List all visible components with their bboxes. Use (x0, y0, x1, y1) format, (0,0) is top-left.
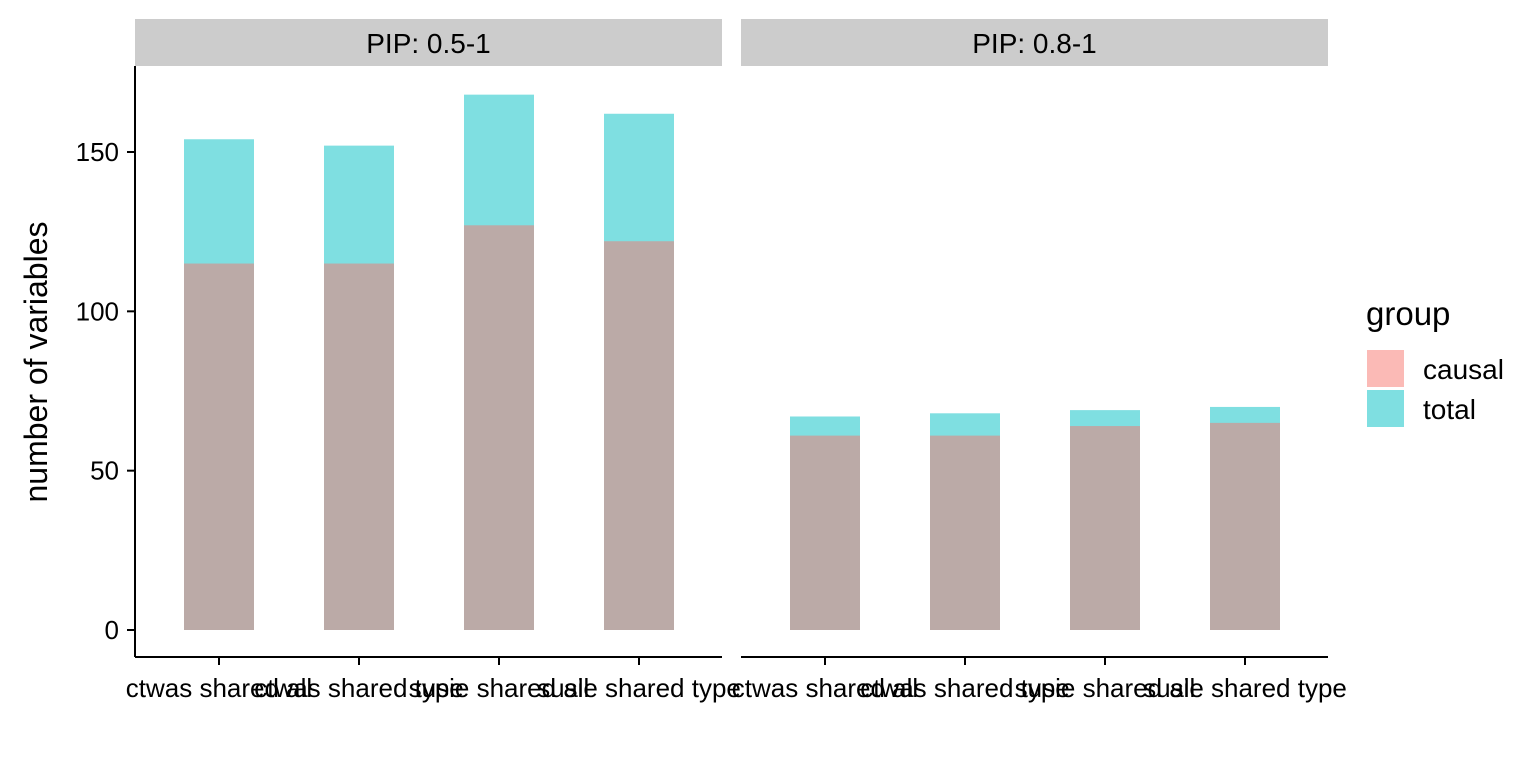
y-axis-label: number of variables (18, 221, 54, 502)
x-tick-label: susie shared all (409, 673, 590, 703)
bar-causal (604, 241, 674, 630)
facet-strip (741, 19, 1328, 66)
y-axis: 0 50 100 150 (76, 66, 136, 657)
bar-causal (790, 435, 860, 630)
y-tick-label: 100 (76, 296, 119, 326)
x-tick-label: ctwas shared type (254, 673, 464, 703)
facet-strip (135, 19, 722, 66)
x-tick-label: susie shared type (1143, 673, 1347, 703)
bar-causal (324, 263, 394, 630)
bar-causal (1070, 426, 1140, 630)
bar-causal (464, 225, 534, 630)
legend-label: total (1423, 394, 1476, 425)
legend: group causal total (1366, 295, 1504, 427)
bar-causal (184, 263, 254, 630)
legend-key-causal (1367, 350, 1404, 387)
y-tick-label: 0 (105, 615, 119, 645)
x-tick-label: ctwas shared all (732, 673, 918, 703)
x-tick-label: ctwas shared all (126, 673, 312, 703)
x-tick-label: susie shared type (537, 673, 741, 703)
facet-strip-label: PIP: 0.8-1 (972, 28, 1097, 59)
legend-key-total (1367, 390, 1404, 427)
x-tick-label: susie shared all (1015, 673, 1196, 703)
bar-causal (1210, 422, 1280, 630)
facet-strip-label: PIP: 0.5-1 (366, 28, 491, 59)
legend-label: causal (1423, 354, 1504, 385)
x-tick-label: ctwas shared type (860, 673, 1070, 703)
legend-title: group (1366, 295, 1450, 332)
bar-causal (930, 435, 1000, 630)
y-tick-label: 150 (76, 137, 119, 167)
y-tick-label: 50 (90, 456, 119, 486)
